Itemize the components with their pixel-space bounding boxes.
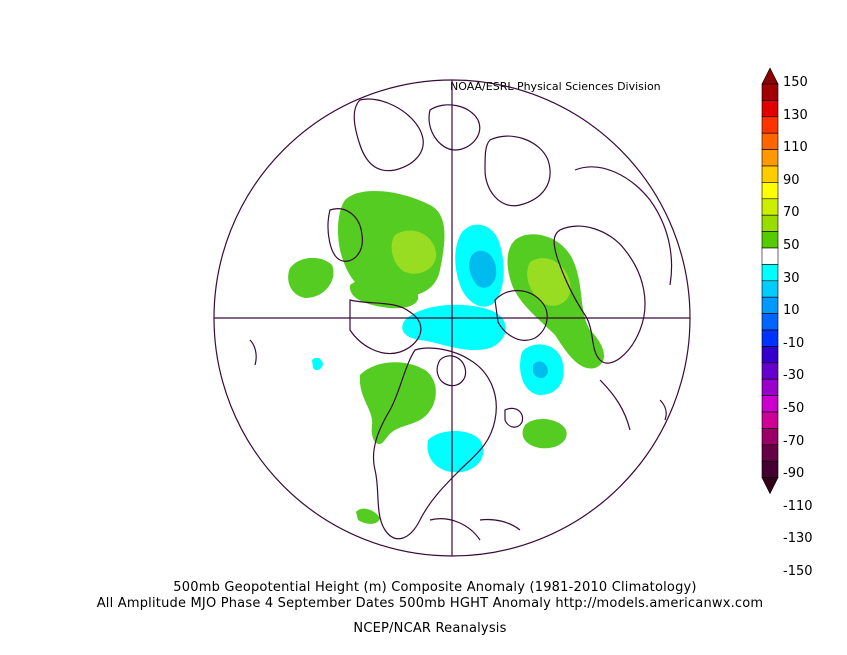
- colorbar-tick-label: 10: [783, 303, 800, 319]
- colorbar-segment: [761, 149, 779, 167]
- anomaly-positive-atlantic-south: [349, 275, 419, 309]
- colorbar-segment: [761, 132, 779, 150]
- credit-text: NOAA/ESRL Physical Sciences Division: [450, 80, 661, 93]
- anomaly-positive-pacific: [522, 418, 567, 449]
- colorbar-tick-label: 130: [783, 107, 808, 123]
- colorbar-tick-label: -90: [783, 466, 805, 482]
- anomaly-negative-pole-core: [469, 250, 497, 288]
- colorbar-tick-label: -50: [783, 401, 805, 416]
- colorbar-segment: [761, 83, 779, 101]
- anomaly-negative-east-core: [533, 361, 548, 378]
- colorbar-tick-label: 70: [783, 205, 800, 221]
- colorbar-segment: [761, 428, 779, 446]
- colorbar-segment: [761, 296, 779, 314]
- colorbar-segment: [761, 247, 779, 265]
- colorbar-bottom-arrow: [761, 477, 779, 495]
- polar-map: [213, 79, 691, 557]
- colorbar-segment: [761, 231, 779, 249]
- colorbar-segment: [761, 198, 779, 216]
- anomaly-positive-west: [288, 257, 334, 298]
- colorbar-segment: [761, 116, 779, 134]
- colorbar-tick-label: -10: [783, 335, 805, 351]
- anomaly-positive-siberia-core: [527, 258, 571, 306]
- caption-subtitle: All Amplitude MJO Phase 4 September Date…: [96, 596, 764, 611]
- colorbar-segment: [761, 362, 779, 380]
- colorbar-segment: [761, 395, 779, 413]
- colorbar-segment: [761, 165, 779, 183]
- colorbar-segment: [761, 280, 779, 298]
- anomaly-positive-south: [356, 508, 380, 524]
- anomaly-positive-north-atlantic-core: [391, 230, 437, 274]
- colorbar-segment: [761, 264, 779, 282]
- anomaly-negative-west-small: [312, 357, 323, 371]
- colorbar-segment: [761, 346, 779, 364]
- colorbar-segment: [761, 214, 779, 232]
- colorbar-segment: [761, 411, 779, 429]
- colorbar-tick-label: -70: [783, 433, 805, 449]
- colorbar-segment: [761, 100, 779, 118]
- colorbar-tick-label: -110: [783, 498, 813, 514]
- caption-source: NCEP/NCAR Reanalysis: [353, 621, 507, 636]
- caption-title: 500mb Geopotential Height (m) Composite …: [173, 580, 697, 595]
- colorbar: [761, 67, 779, 495]
- colorbar-tick-label: 30: [783, 270, 800, 286]
- colorbar-segment: [761, 329, 779, 347]
- anomaly-negative-arctic: [402, 304, 506, 351]
- colorbar-segment: [761, 313, 779, 331]
- anomaly-negative-north-america: [427, 431, 484, 473]
- colorbar-top-arrow: [761, 67, 779, 85]
- colorbar-segment: [761, 182, 779, 200]
- colorbar-tick-label: -150: [783, 564, 813, 579]
- colorbar-segment: [761, 444, 779, 462]
- colorbar-tick-label: -30: [783, 368, 805, 384]
- colorbar-tick-label: -130: [783, 531, 813, 547]
- colorbar-tick-label: 150: [783, 75, 808, 90]
- colorbar-tick-label: 90: [783, 172, 800, 188]
- colorbar-segment: [761, 460, 779, 478]
- colorbar-tick-label: 50: [783, 238, 800, 253]
- anomaly-layer: [288, 190, 605, 524]
- colorbar-segment: [761, 378, 779, 396]
- anomaly-positive-north-america: [359, 362, 436, 445]
- colorbar-tick-label: 110: [783, 140, 808, 156]
- coastlines: [249, 98, 673, 541]
